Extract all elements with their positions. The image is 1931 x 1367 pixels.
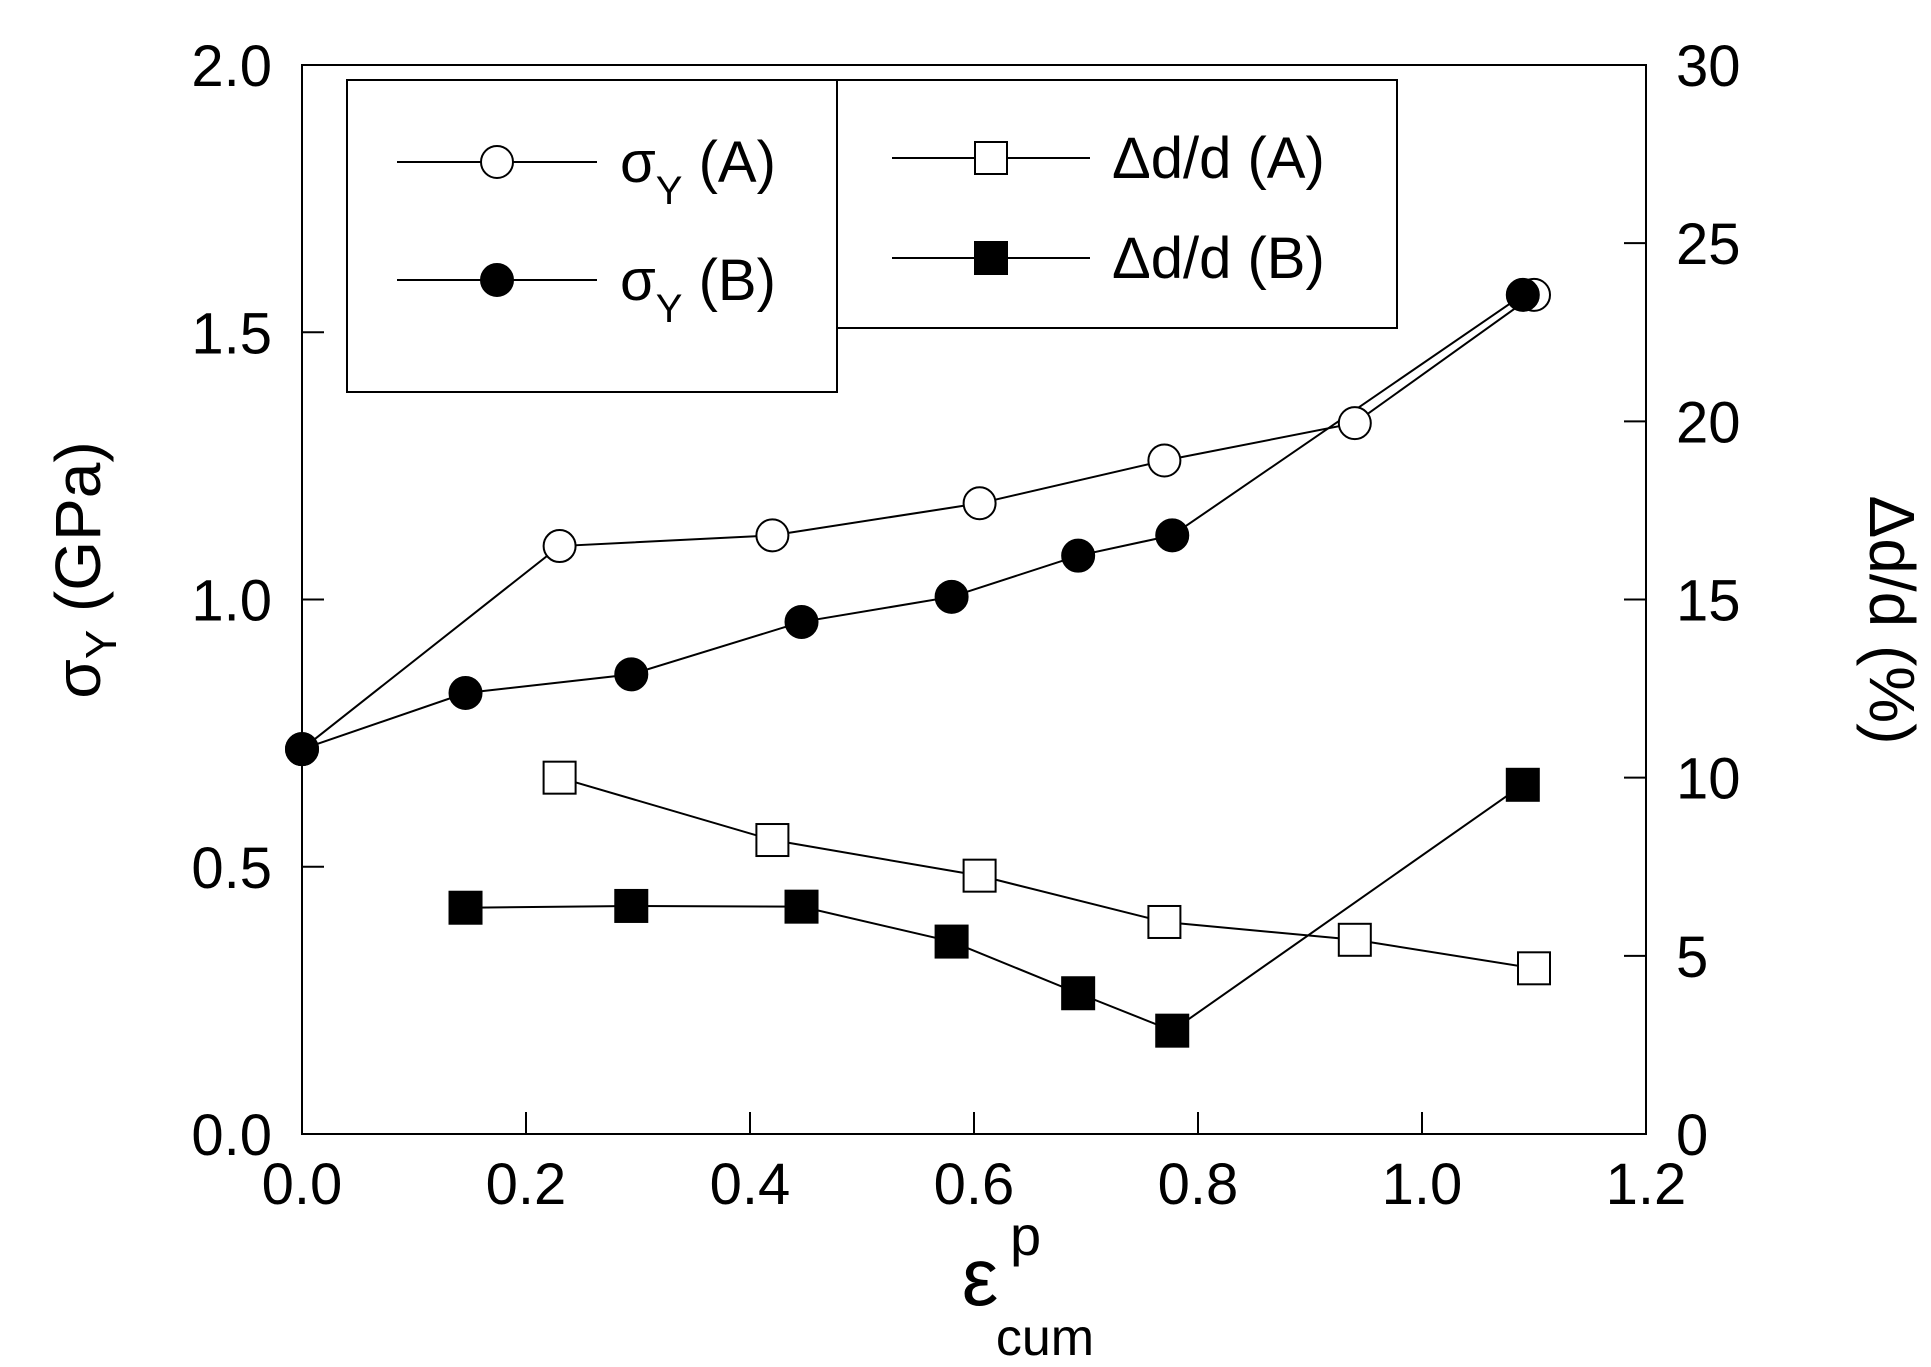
y-right-tick-label: 15	[1676, 569, 1741, 634]
series-3-point	[962, 858, 997, 893]
x-tick-label: 0.6	[934, 1152, 1015, 1217]
legend-entry-2-label: σY (B)	[620, 248, 776, 331]
legend-entry-4-label: Δd/d (B)	[1112, 226, 1325, 291]
legend-box-right	[836, 79, 1398, 329]
y-right-tick-label: 25	[1676, 212, 1741, 277]
series-2-point	[285, 732, 319, 767]
x-tick-label: 1.0	[1382, 1152, 1463, 1217]
y-right-tick-label: 5	[1676, 925, 1708, 990]
y-left-axis-title: σY (GPa)	[42, 441, 126, 698]
series-2-point	[1155, 518, 1190, 553]
legend-entry-3-label: Δd/d (A)	[1112, 126, 1325, 191]
series-2-point	[784, 604, 819, 639]
series-2-point	[614, 657, 649, 692]
y-left-tick-label: 1.0	[191, 569, 272, 634]
legend-entry-1-marker	[480, 145, 514, 179]
series-2-point	[448, 676, 483, 711]
y-right-tick-label: 0	[1676, 1103, 1708, 1168]
x-tick-label: 0.0	[262, 1152, 343, 1217]
x-axis-title-subscript: cum	[996, 1309, 1094, 1367]
series-3-point	[542, 760, 577, 795]
y-right-tick-label: 30	[1676, 34, 1741, 99]
legend-entries: σY (A) σY (B) Δd/d (A) Δd/d (B)	[397, 126, 1325, 331]
y-right-tick-label: 10	[1676, 747, 1741, 812]
legend-entry-1-label: σY (A)	[620, 130, 776, 213]
series-4-point	[784, 889, 819, 924]
axis-ticks	[301, 64, 1647, 1135]
series-1-point	[755, 518, 790, 553]
series-3-point	[1517, 951, 1551, 986]
x-axis-title-superscript: p	[1010, 1204, 1041, 1267]
series-markers	[285, 277, 1551, 1048]
series-3-line	[559, 776, 1535, 970]
svg-text:σY (GPa): σY (GPa)	[42, 441, 126, 698]
y-left-tick-label: 1.5	[191, 301, 272, 366]
series-1-point	[542, 529, 577, 564]
series-3-point	[755, 823, 790, 858]
series-4-point	[614, 888, 649, 923]
y-right-axis-title: Δd/d (%)	[1856, 495, 1928, 744]
y-right-title-text: Δd/d (%)	[1856, 495, 1928, 744]
series-2-point	[934, 579, 969, 614]
series-1-point	[1147, 443, 1182, 478]
series-4-point	[1061, 976, 1096, 1011]
x-tick-label: 1.2	[1606, 1152, 1687, 1217]
series-3-point	[1147, 904, 1182, 939]
series-3-point	[1337, 922, 1372, 957]
series-4-point	[1505, 767, 1540, 802]
series-4-point	[1155, 1013, 1190, 1048]
y-left-title-suffix: (GPa)	[42, 441, 114, 629]
series-2-point	[1505, 277, 1540, 312]
tick-labels: 0.0 0.2 0.4 0.6 0.8 1.0 1.2 0.0 0.5 1.0 1.5 2.0 0 5 10…	[191, 34, 1740, 1217]
series-1-point	[962, 486, 997, 521]
series-2-point	[1061, 538, 1096, 573]
series-4-point	[934, 924, 969, 959]
x-axis-title: ε	[962, 1232, 999, 1323]
y-left-title-sub: Y	[77, 630, 126, 659]
series-1-point	[1337, 406, 1372, 441]
y-left-tick-label: 2.0	[191, 34, 272, 99]
y-left-tick-label: 0.5	[191, 836, 272, 901]
legend-entry-4-marker	[974, 241, 1008, 275]
y-left-title-main: σ	[42, 659, 114, 699]
x-axis-title-main: ε	[962, 1232, 999, 1323]
y-right-tick-label: 20	[1676, 390, 1741, 455]
legend-entry-3-marker	[974, 141, 1008, 175]
x-tick-label: 0.2	[486, 1152, 567, 1217]
series-4-point	[448, 890, 483, 925]
legend-entry-2-marker	[480, 263, 514, 297]
legend-box-left	[346, 79, 838, 393]
legend: σY (A) σY (B) Δd/d (A) Δd/d (B)	[346, 79, 1398, 393]
y-left-tick-label: 0.0	[191, 1103, 272, 1168]
x-tick-label: 0.8	[1158, 1152, 1239, 1217]
x-tick-label: 0.4	[710, 1152, 791, 1217]
